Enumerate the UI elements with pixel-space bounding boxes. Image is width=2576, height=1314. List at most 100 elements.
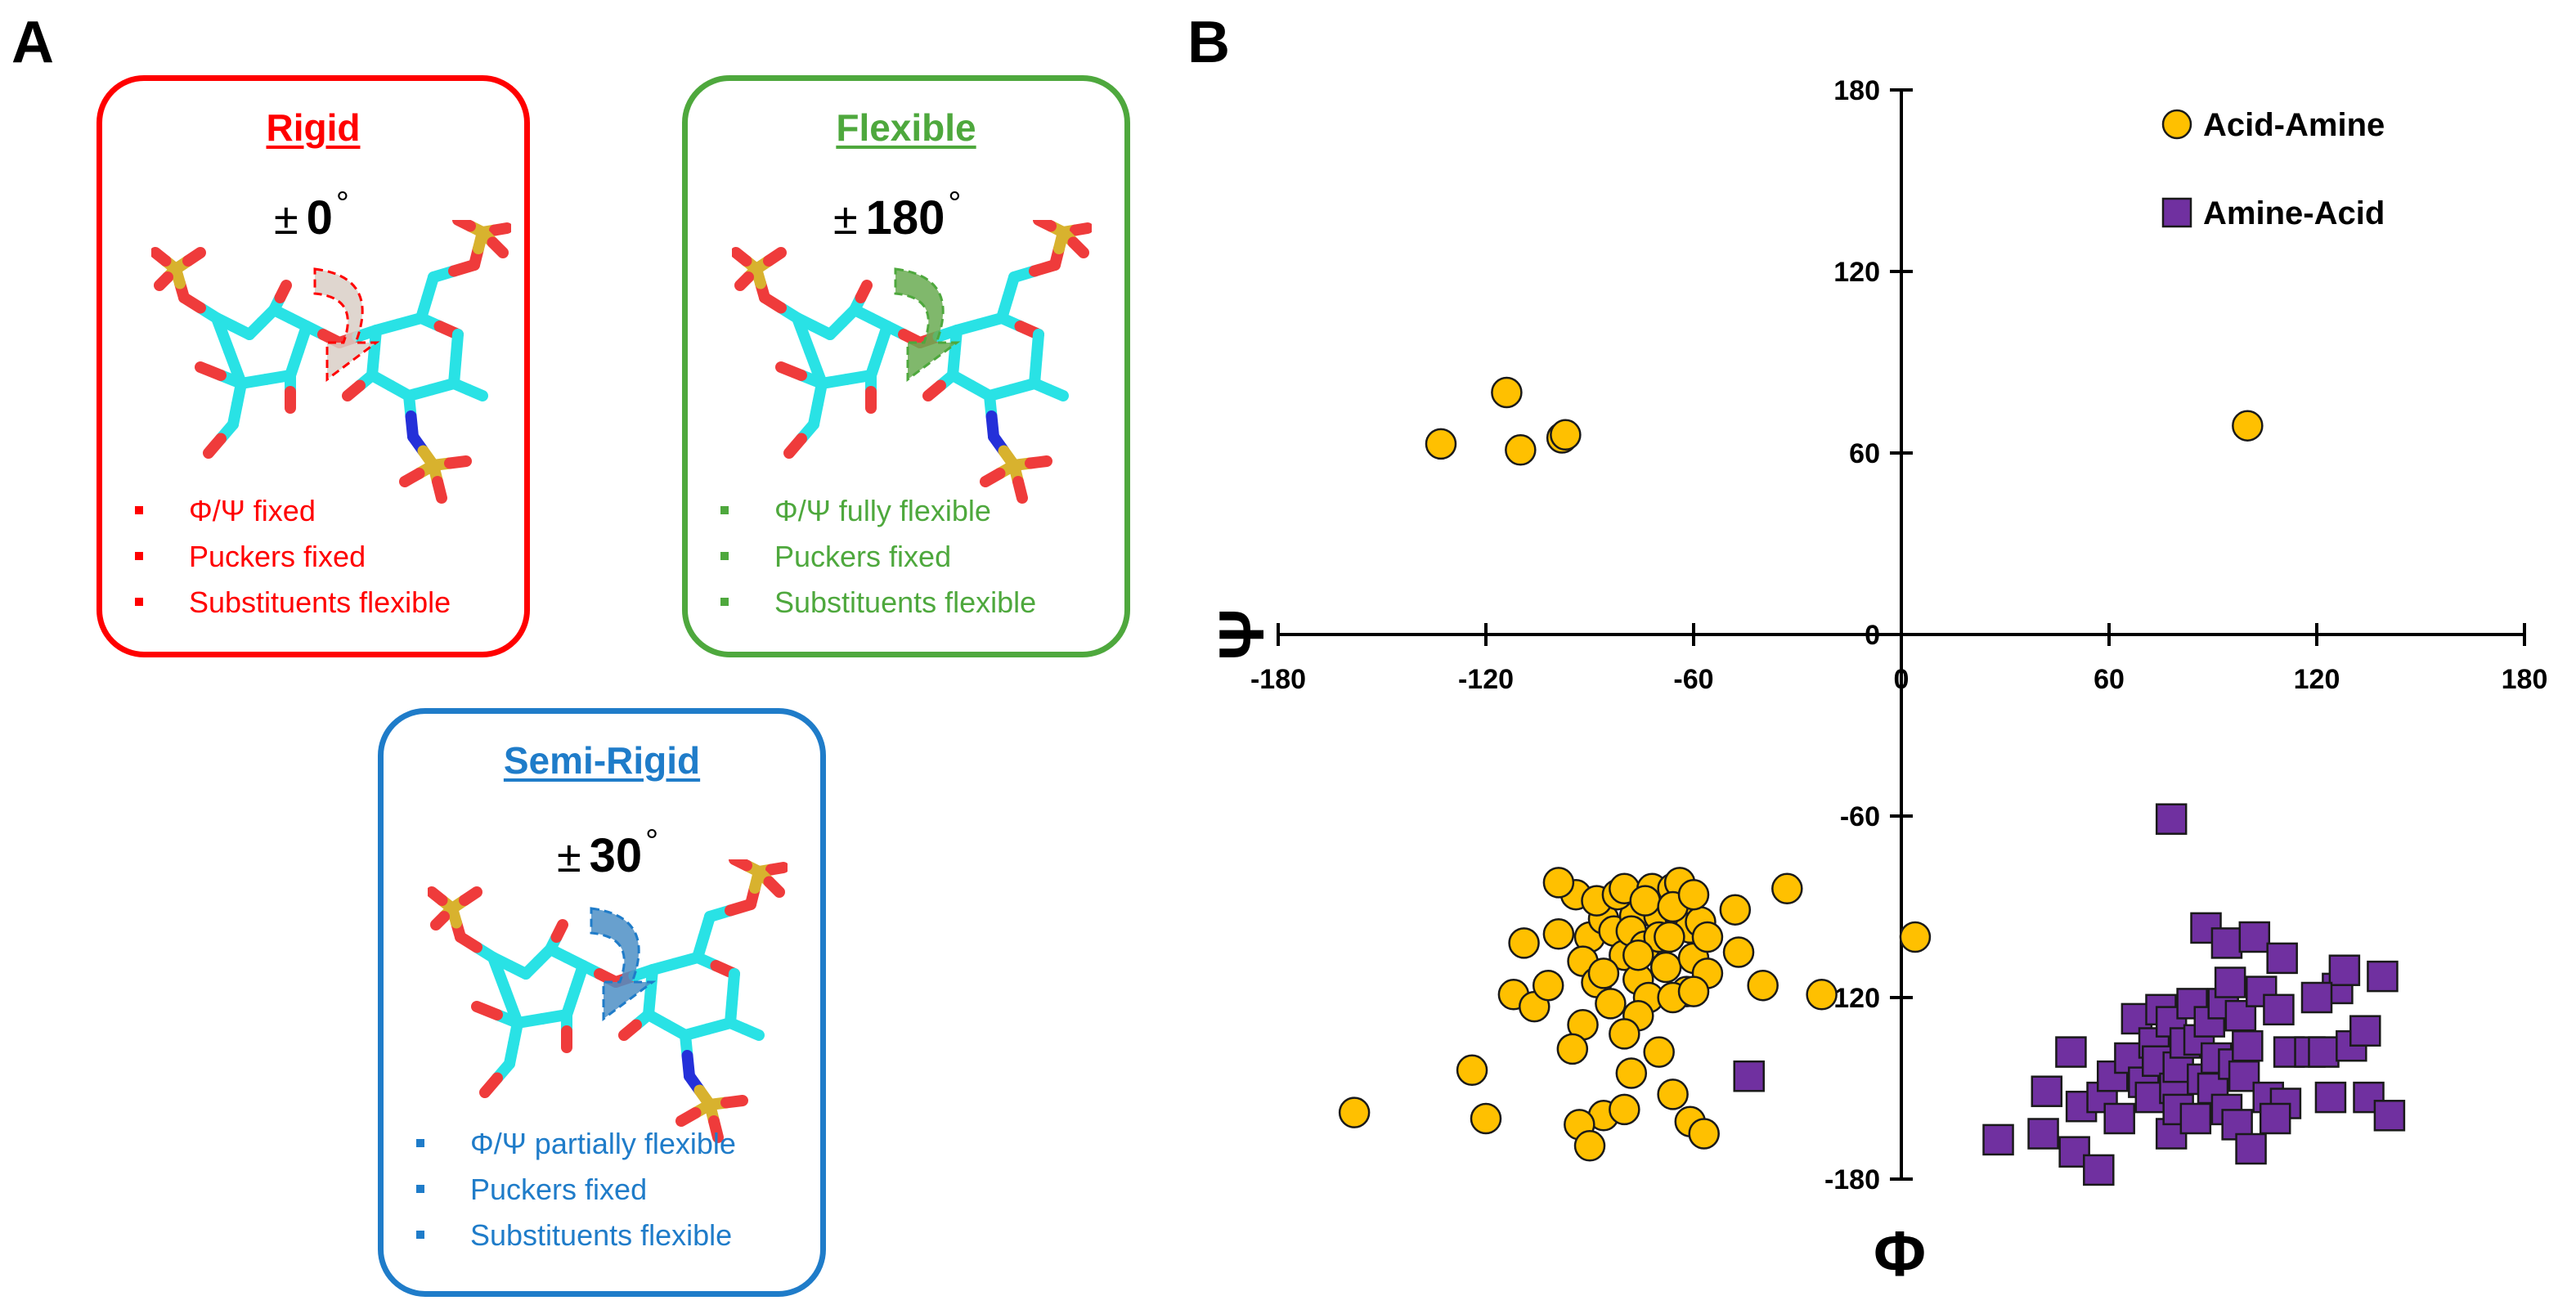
acid-amine-point xyxy=(1550,419,1582,451)
acid-amine-point xyxy=(1806,979,1838,1011)
rotation-arrow-icon xyxy=(590,907,657,1021)
y-axis-title: Ψ xyxy=(1205,608,1277,660)
bullet-list: Φ/Ψ fixed Puckers fixed Substituents fle… xyxy=(135,488,451,626)
amine-acid-point xyxy=(2210,927,2243,959)
bullet-square xyxy=(416,1185,424,1193)
amine-acid-point xyxy=(2155,803,2188,835)
amine-acid-point xyxy=(2373,1100,2406,1132)
bullet-square xyxy=(135,598,143,606)
card-title: Semi-Rigid xyxy=(503,739,701,782)
list-item: Puckers fixed xyxy=(135,534,451,580)
bullet-text: Substituents flexible xyxy=(470,1218,733,1252)
bullet-square xyxy=(720,598,729,606)
amine-acid-point xyxy=(2300,981,2333,1014)
bullet-list: Φ/Ψ fully flexible Puckers fixed Substit… xyxy=(720,488,1036,626)
bond-segment xyxy=(479,1072,503,1098)
acid-amine-point xyxy=(1722,936,1755,968)
acid-amine-point xyxy=(1719,894,1752,926)
acid-amine-point xyxy=(1491,376,1523,409)
bond-segment xyxy=(783,433,807,459)
acid-amine-point xyxy=(1629,885,1661,917)
bond-segment xyxy=(452,220,476,232)
acid-amine-point xyxy=(1688,1118,1720,1150)
stick-model xyxy=(732,220,1092,504)
x-tick-label: -60 xyxy=(1673,664,1713,695)
bullet-text: Substituents flexible xyxy=(774,585,1037,619)
bond-segment xyxy=(1025,455,1052,469)
bullet-square xyxy=(135,506,143,514)
amine-acid-point xyxy=(2328,954,2361,986)
y-tick-label: -60 xyxy=(1840,801,1880,832)
bond-segment xyxy=(792,312,815,357)
bond-segment xyxy=(151,247,172,267)
bond-segment xyxy=(738,1023,765,1041)
legend-marker-amine-acid xyxy=(2161,197,2192,228)
card-title: Rigid xyxy=(266,106,361,149)
data-points xyxy=(1338,376,2406,1186)
angle-value: 30 xyxy=(589,829,643,882)
bond-segment xyxy=(489,222,511,236)
bond-segment xyxy=(980,468,1006,487)
amine-acid-point xyxy=(2031,1075,2063,1107)
amine-acid-point xyxy=(2238,921,2271,953)
rigid-card: Rigid ±0 ° Φ/Ψ fixed Puckers fixed Substi… xyxy=(96,75,530,657)
bond-segment xyxy=(399,468,425,487)
bond-segment xyxy=(1012,476,1028,504)
acid-amine-point xyxy=(1771,872,1803,905)
disaccharide-molecule-illustration xyxy=(428,859,788,1143)
angle-range-label: ±0 ° xyxy=(274,186,349,245)
amine-acid-point xyxy=(2103,1102,2135,1135)
bullet-text: Φ/Ψ fully flexible xyxy=(774,494,991,527)
bond-segment xyxy=(459,886,482,906)
plus-minus-sign: ± xyxy=(557,832,581,881)
bullet-text: Puckers fixed xyxy=(774,540,952,573)
amine-acid-point xyxy=(1733,1060,1765,1092)
bond-segment xyxy=(432,476,447,504)
bond-segment xyxy=(487,952,511,996)
degree-sign: ° xyxy=(948,186,962,222)
acid-amine-point xyxy=(1338,1096,1371,1128)
semi-rigid-card: Semi-Rigid ±30 ° Φ/Ψ partially flexible P… xyxy=(378,708,826,1297)
list-item: Φ/Ψ partially flexible xyxy=(416,1121,736,1167)
bond-segment xyxy=(732,247,752,267)
bond-segment xyxy=(203,433,227,459)
acid-amine-point xyxy=(1542,867,1575,899)
acid-amine-point xyxy=(1609,1093,1640,1126)
legend-label-acid-amine: Acid-Amine xyxy=(2203,107,2385,143)
y-tick-label: -180 xyxy=(1824,1164,1880,1195)
bond-segment xyxy=(734,271,754,291)
bullet-list: Φ/Ψ partially flexible Puckers fixed Sub… xyxy=(416,1121,736,1258)
x-tick-label: -180 xyxy=(1250,664,1306,695)
acid-amine-point xyxy=(1609,1018,1640,1050)
disaccharide-molecule-illustration xyxy=(151,220,511,504)
bullet-text: Substituents flexible xyxy=(189,585,451,619)
flexible-card: Flexible ±180 ° Φ/Ψ fully flexible Pucker… xyxy=(682,75,1130,657)
amine-acid-point xyxy=(2259,1102,2291,1135)
rotation-arrow-icon xyxy=(313,267,380,382)
plus-minus-sign: ± xyxy=(833,195,858,244)
bond-segment xyxy=(765,862,788,876)
bullet-text: Φ/Ψ partially flexible xyxy=(470,1127,736,1160)
bond-segment xyxy=(708,1115,724,1143)
angle-value: 0 xyxy=(306,191,333,244)
x-tick-label: 180 xyxy=(2502,664,2548,695)
card-title: Flexible xyxy=(836,106,976,149)
bullet-square xyxy=(416,1139,424,1147)
acid-amine-point xyxy=(1899,921,1932,953)
axes: -180 -120 -60 0 60 120 180-180-120-60060120180… xyxy=(1205,75,2547,1289)
panel-b-letter: B xyxy=(1187,10,1230,75)
acid-amine-point xyxy=(1542,918,1575,950)
amine-acid-point xyxy=(2314,1081,2347,1114)
bond-segment xyxy=(154,271,173,291)
amine-acid-point xyxy=(2349,1015,2381,1047)
amine-acid-point xyxy=(2179,1102,2212,1135)
stick-model xyxy=(151,220,511,504)
bond-segment xyxy=(182,247,206,267)
list-item: Φ/Ψ fully flexible xyxy=(720,488,1036,534)
acid-amine-point xyxy=(1456,1054,1488,1087)
bond-segment xyxy=(195,361,227,381)
amine-acid-point xyxy=(2263,993,2295,1026)
bond-segment xyxy=(775,361,807,381)
acid-amine-point xyxy=(1508,927,1540,959)
